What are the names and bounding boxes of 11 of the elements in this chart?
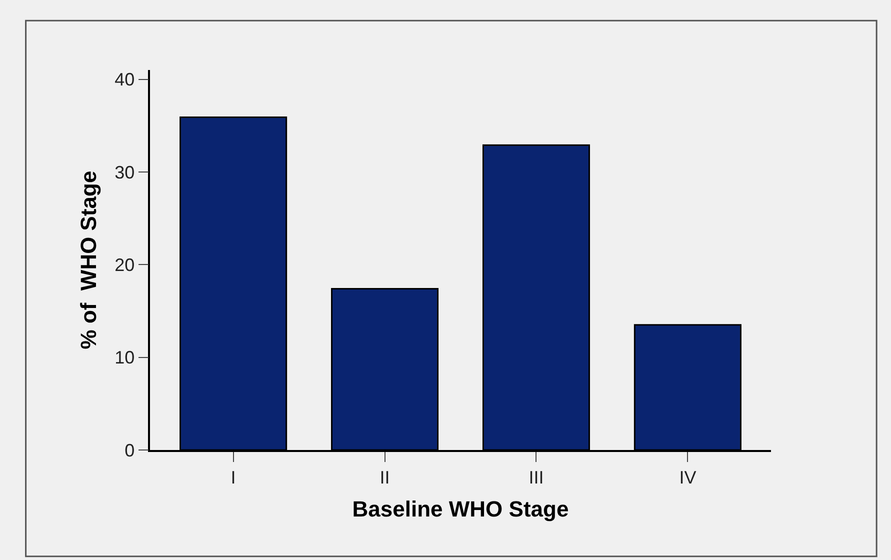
y-tick-label: 0	[124, 440, 135, 460]
x-tick-label: I	[230, 467, 236, 488]
x-tick-label: III	[528, 467, 544, 488]
x-tick-label: IV	[679, 467, 696, 488]
x-tick-label: II	[380, 467, 390, 488]
x-axis-title: Baseline WHO Stage	[352, 496, 569, 522]
y-tick-label: 40	[114, 70, 135, 90]
y-tick-label: 10	[114, 348, 135, 368]
y-tick-label: 20	[114, 254, 135, 275]
y-axis-title: % of WHO Stage	[76, 170, 101, 350]
y-tick-label: 30	[114, 162, 135, 182]
